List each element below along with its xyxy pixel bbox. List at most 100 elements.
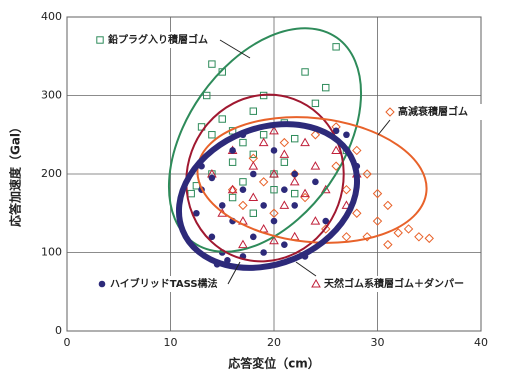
point: [258, 177, 269, 187]
x-axis-label: 応答変位（cm）: [228, 356, 320, 371]
point: [403, 224, 414, 234]
point: [383, 200, 393, 211]
point: [332, 127, 340, 135]
point: [341, 232, 352, 242]
point: [341, 184, 352, 195]
point: [341, 200, 352, 209]
legend-marker: [311, 278, 321, 288]
point: [310, 216, 321, 225]
point: [208, 174, 216, 182]
point: [372, 216, 383, 226]
legend-label: 高減衰積層ゴム: [398, 105, 468, 118]
point: [332, 43, 340, 51]
point: [372, 188, 383, 199]
point: [279, 200, 290, 209]
legend-box: [92, 32, 220, 48]
point: [281, 186, 288, 193]
x-tick-label: 0: [64, 336, 71, 349]
point: [289, 231, 300, 241]
point: [312, 178, 319, 186]
point: [291, 134, 299, 143]
point: [281, 241, 288, 248]
legend-label: 天然ゴム系積層ゴム＋ダンパー: [324, 277, 464, 290]
point: [260, 202, 267, 209]
point: [269, 235, 279, 245]
ellipse-tass: [175, 121, 361, 271]
point: [310, 161, 321, 170]
point: [208, 60, 216, 68]
point: [322, 83, 330, 92]
point: [229, 147, 236, 154]
point: [280, 158, 289, 166]
point: [311, 99, 320, 108]
legend-box: [382, 104, 482, 120]
legend-box: [300, 276, 470, 292]
point: [362, 169, 372, 179]
point: [228, 193, 237, 202]
ellipses: [167, 27, 428, 271]
point: [249, 209, 258, 217]
point: [249, 150, 258, 159]
point: [424, 233, 434, 244]
y-tick-label: 0: [55, 324, 62, 337]
points: [187, 43, 434, 268]
point: [352, 208, 362, 218]
point: [260, 249, 267, 256]
point: [238, 200, 248, 211]
point: [250, 170, 257, 178]
legend-marker: [385, 107, 395, 117]
y-tick-label: 300: [41, 89, 62, 102]
point: [291, 189, 299, 198]
point: [239, 178, 247, 186]
point: [352, 145, 362, 156]
point: [270, 147, 278, 154]
x-tick-label: 10: [164, 336, 178, 349]
legend-label: 鉛プラグ入り積層ゴム: [108, 33, 208, 46]
point: [279, 149, 290, 158]
point: [414, 232, 424, 242]
point: [238, 239, 248, 249]
point: [258, 137, 269, 147]
leader-line: [377, 119, 391, 136]
point: [208, 233, 216, 241]
legend-label: ハイブリッドTASS構法: [110, 277, 218, 290]
leader-line: [219, 39, 251, 59]
point: [248, 161, 259, 170]
point: [227, 184, 238, 194]
point: [310, 130, 321, 140]
point: [269, 168, 279, 178]
x-tick-label: 30: [371, 336, 385, 349]
legend-marker: [98, 280, 106, 288]
point: [208, 131, 216, 139]
point: [331, 161, 341, 171]
point: [383, 239, 393, 250]
point: [291, 202, 299, 209]
point: [187, 189, 195, 198]
x-tick-label: 40: [474, 336, 488, 349]
y-tick-label: 100: [41, 246, 62, 259]
point: [269, 125, 279, 135]
legend-box: [90, 276, 228, 292]
point: [218, 202, 226, 209]
point: [218, 115, 226, 123]
point: [203, 91, 211, 100]
legend-marker: [96, 36, 104, 44]
point: [331, 145, 341, 154]
y-axis-label: 応答加速度（Gal）: [8, 121, 23, 227]
x-tick-label: 20: [267, 336, 281, 349]
point: [227, 184, 238, 195]
point: [248, 192, 259, 202]
point: [249, 107, 258, 115]
point: [259, 131, 268, 139]
point: [239, 138, 247, 147]
y-tick-label: 400: [41, 10, 62, 23]
point: [300, 137, 310, 147]
leader-line: [295, 261, 317, 277]
point: [301, 68, 309, 76]
y-tick-label: 200: [41, 167, 62, 180]
point: [291, 170, 299, 178]
point: [258, 223, 269, 233]
point: [362, 232, 372, 242]
point: [322, 217, 330, 225]
